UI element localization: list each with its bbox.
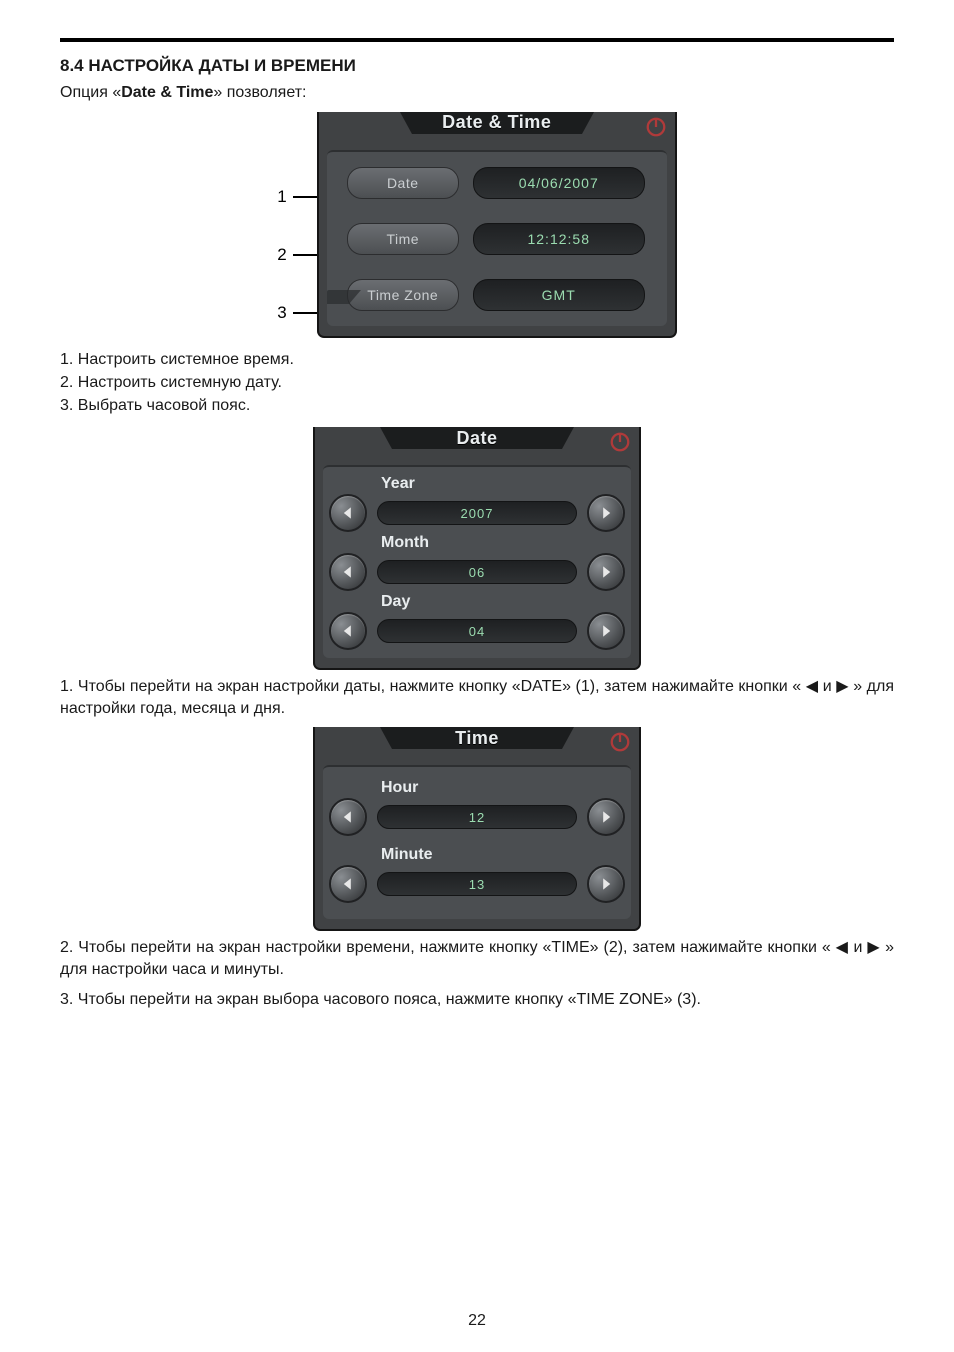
- header-title: Date & Time: [442, 112, 551, 133]
- bottom-left-tab: [327, 290, 361, 332]
- time-button[interactable]: Time: [347, 223, 459, 255]
- header-title-date: Date: [456, 428, 497, 449]
- row-time: Time 12:12:58: [335, 218, 659, 260]
- date-value: 04/06/2007: [473, 167, 645, 199]
- hour-right-button[interactable]: [587, 798, 625, 836]
- list-item-3: 3. Выбрать часовой пояс.: [60, 394, 894, 417]
- pointer-line-1: [293, 196, 319, 198]
- para-time-instructions: 2. Чтобы перейти на экран настройки врем…: [60, 937, 894, 980]
- hour-block: Hour 12: [329, 779, 625, 836]
- month-right-button[interactable]: [587, 553, 625, 591]
- pointer-column: 1 2 3: [277, 112, 318, 342]
- device-header-time: Time: [315, 727, 639, 761]
- row-date: Date 04/06/2007: [335, 162, 659, 204]
- day-left-button[interactable]: [329, 612, 367, 650]
- timezone-button[interactable]: Time Zone: [347, 279, 459, 311]
- month-label: Month: [381, 534, 625, 552]
- month-left-button[interactable]: [329, 553, 367, 591]
- intro-line: Опция «Date & Time» позволяет:: [60, 82, 894, 104]
- device-date-time: Date & Time Date 04/06/2007 Time 12:12:5…: [317, 112, 677, 338]
- intro-prefix: Опция «: [60, 84, 121, 101]
- section-title: 8.4 НАСТРОЙКА ДАТЫ И ВРЕМЕНИ: [60, 56, 894, 76]
- numbered-list: 1. Настроить системное время. 2. Настрои…: [60, 348, 894, 418]
- device-time: Time Hour 12 Minute: [313, 727, 641, 931]
- month-block: Month 06: [329, 534, 625, 591]
- power-icon[interactable]: [609, 431, 631, 453]
- hour-left-button[interactable]: [329, 798, 367, 836]
- timezone-value: GMT: [473, 279, 645, 311]
- time-value: 12:12:58: [473, 223, 645, 255]
- day-value: 04: [377, 619, 577, 643]
- pointer-3: 3: [277, 303, 286, 323]
- para-timezone-instructions: 3. Чтобы перейти на экран выбора часовог…: [60, 989, 894, 1011]
- year-right-button[interactable]: [587, 494, 625, 532]
- list-item-2: 2. Настроить системную дату.: [60, 371, 894, 394]
- pointer-1: 1: [277, 187, 286, 207]
- device-header: Date & Time: [319, 112, 675, 146]
- year-label: Year: [381, 475, 625, 493]
- device-header-date: Date: [315, 427, 639, 461]
- header-title-time: Time: [455, 728, 499, 749]
- figure-date-time: 1 2 3 Date & Time Date 04/06/2007: [277, 112, 676, 342]
- device-inner-time: Hour 12 Minute 13: [323, 765, 631, 919]
- list-item-1: 1. Настроить системное время.: [60, 348, 894, 371]
- hour-label: Hour: [381, 779, 625, 797]
- pointer-line-2: [293, 254, 319, 256]
- minute-value: 13: [377, 872, 577, 896]
- power-icon[interactable]: [609, 731, 631, 753]
- minute-left-button[interactable]: [329, 865, 367, 903]
- hour-value: 12: [377, 805, 577, 829]
- intro-bold: Date & Time: [121, 84, 213, 101]
- day-right-button[interactable]: [587, 612, 625, 650]
- minute-right-button[interactable]: [587, 865, 625, 903]
- page-number: 22: [0, 1312, 954, 1330]
- month-value: 06: [377, 560, 577, 584]
- device-inner: Date 04/06/2007 Time 12:12:58 Time Zone …: [327, 150, 667, 326]
- year-value: 2007: [377, 501, 577, 525]
- page-top-rule: [60, 38, 894, 42]
- minute-block: Minute 13: [329, 846, 625, 903]
- day-block: Day 04: [329, 593, 625, 650]
- year-left-button[interactable]: [329, 494, 367, 532]
- year-block: Year 2007: [329, 475, 625, 532]
- minute-label: Minute: [381, 846, 625, 864]
- pointer-2: 2: [277, 245, 286, 265]
- pointer-line-3: [293, 312, 319, 314]
- device-date: Date Year 2007 Month: [313, 427, 641, 670]
- row-timezone: Time Zone GMT: [335, 274, 659, 316]
- para-date-instructions: 1. Чтобы перейти на экран настройки даты…: [60, 676, 894, 719]
- power-icon[interactable]: [645, 116, 667, 138]
- device-inner-date: Year 2007 Month 06 Day: [323, 465, 631, 658]
- date-button[interactable]: Date: [347, 167, 459, 199]
- intro-suffix: » позволяет:: [213, 84, 306, 101]
- day-label: Day: [381, 593, 625, 611]
